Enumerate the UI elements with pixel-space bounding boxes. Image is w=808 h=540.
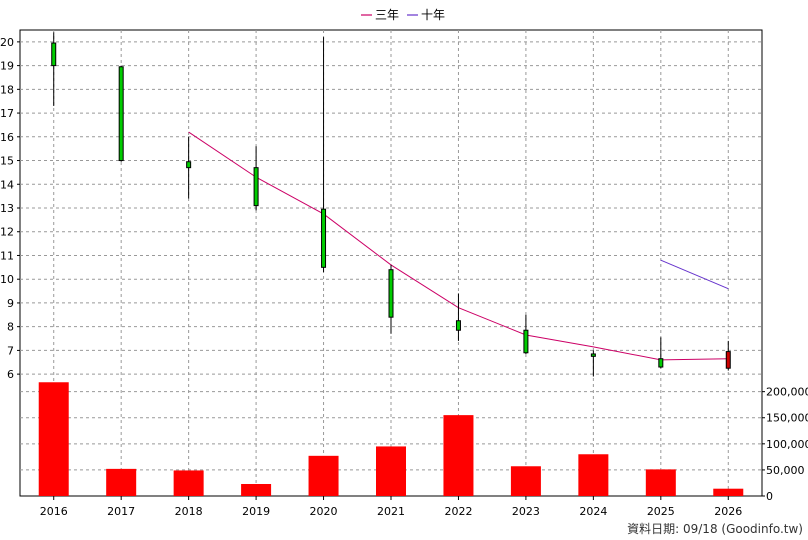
legend: 三年 十年 bbox=[361, 8, 445, 22]
plot-background bbox=[19, 29, 763, 497]
volume-tick-label: 150,000 bbox=[766, 412, 808, 425]
x-tick-label: 2026 bbox=[714, 505, 742, 518]
legend-label-ten-year: 十年 bbox=[421, 8, 445, 22]
x-tick-label: 2019 bbox=[242, 505, 270, 518]
price-tick-label: 6 bbox=[7, 368, 14, 381]
x-axis: 2016 2017 2018 2019 2020 2021 2022 2023 2024 2025… bbox=[40, 496, 742, 518]
price-tick-label: 18 bbox=[0, 83, 14, 96]
price-tick-label: 13 bbox=[0, 202, 14, 215]
candle-body bbox=[321, 208, 327, 268]
candle-body bbox=[523, 329, 529, 354]
volume-tick-label: 200,000 bbox=[766, 386, 808, 399]
volume-bar bbox=[578, 454, 609, 496]
price-tick-label: 14 bbox=[0, 178, 14, 191]
x-tick-label: 2022 bbox=[444, 505, 472, 518]
candle bbox=[253, 146, 259, 211]
candle-body bbox=[455, 320, 461, 331]
x-tick-label: 2024 bbox=[579, 505, 607, 518]
candle bbox=[118, 65, 124, 162]
volume-bar bbox=[376, 446, 406, 496]
volume-bar bbox=[106, 468, 137, 496]
price-tick-label: 17 bbox=[0, 107, 14, 120]
price-tick-label: 15 bbox=[0, 155, 14, 168]
x-tick-label: 2025 bbox=[647, 505, 675, 518]
volume-bar bbox=[510, 466, 541, 496]
candle-body bbox=[118, 66, 124, 162]
volume-bar bbox=[713, 488, 744, 496]
candle bbox=[51, 32, 57, 106]
series-line bbox=[660, 259, 729, 290]
price-tick-label: 20 bbox=[0, 36, 14, 49]
price-tick-label: 11 bbox=[0, 249, 14, 262]
candle-body bbox=[186, 161, 192, 169]
candle bbox=[658, 337, 664, 369]
candle bbox=[186, 136, 192, 199]
price-tick-label: 10 bbox=[0, 273, 14, 286]
x-tick-label: 2021 bbox=[377, 505, 405, 518]
candle bbox=[388, 264, 394, 334]
candle bbox=[523, 314, 529, 354]
candle-body bbox=[388, 269, 394, 318]
x-tick-label: 2023 bbox=[512, 505, 540, 518]
volume-axis: 0 50,000 100,000 150,000 200,000 bbox=[762, 386, 808, 503]
candle-body bbox=[51, 42, 57, 67]
price-tick-label: 16 bbox=[0, 131, 14, 144]
candle bbox=[590, 350, 596, 377]
volume-bar bbox=[308, 455, 339, 496]
candle-body bbox=[253, 167, 259, 207]
price-tick-label: 9 bbox=[7, 297, 14, 310]
x-tick-label: 2020 bbox=[310, 505, 338, 518]
candle bbox=[725, 340, 731, 371]
price-axis: 6 7 8 9 10 11 12 13 14 15 16 17 18 19 20 bbox=[0, 36, 20, 381]
candle-body bbox=[590, 353, 596, 357]
volume-tick-label: 100,000 bbox=[766, 438, 808, 451]
volume-bars bbox=[38, 382, 744, 496]
volume-tick-label: 50,000 bbox=[766, 464, 805, 477]
price-tick-label: 12 bbox=[0, 226, 14, 239]
candles bbox=[51, 32, 731, 377]
legend-label-three-year: 三年 bbox=[375, 8, 399, 22]
x-tick-label: 2018 bbox=[175, 505, 203, 518]
price-tick-label: 7 bbox=[7, 344, 14, 357]
volume-bar bbox=[173, 470, 204, 496]
volume-bar bbox=[645, 469, 676, 496]
candle-body bbox=[658, 358, 664, 368]
candle-body bbox=[725, 351, 731, 369]
candle bbox=[455, 293, 461, 341]
x-tick-label: 2017 bbox=[107, 505, 135, 518]
grid bbox=[20, 30, 762, 496]
price-tick-label: 8 bbox=[7, 321, 14, 334]
x-tick-label: 2016 bbox=[40, 505, 68, 518]
volume-bar bbox=[443, 415, 474, 496]
price-tick-label: 19 bbox=[0, 60, 14, 73]
volume-bar bbox=[241, 484, 272, 496]
volume-bar bbox=[38, 382, 69, 496]
volume-tick-label: 0 bbox=[766, 490, 773, 503]
candle bbox=[321, 37, 327, 273]
footer-source: 資料日期: 09/18 (Goodinfo.tw) bbox=[627, 522, 803, 536]
